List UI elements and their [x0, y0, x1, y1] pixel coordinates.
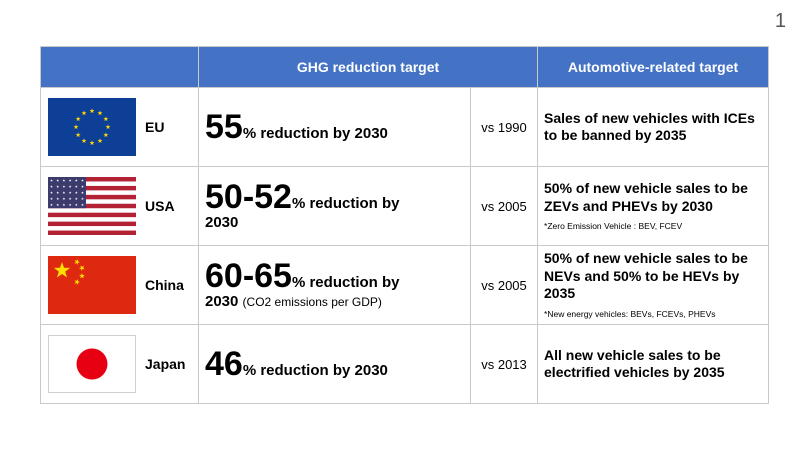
- baseline-year: vs 2005: [469, 166, 539, 246]
- automotive-target-cell: All new vehicle sales to be electrified …: [537, 324, 770, 404]
- ghg-target-text: % reduction by: [291, 273, 400, 291]
- country-name: China: [145, 277, 184, 293]
- ghg-percentage: 60-65: [205, 256, 292, 295]
- automotive-target-text: Sales of new vehicles with ICEs to be ba…: [544, 109, 755, 144]
- automotive-target-cell: 50% of new vehicle sales to be NEVs and …: [537, 245, 770, 325]
- eu-flag-icon: [48, 98, 136, 156]
- ghg-percentage: 50-52: [205, 177, 292, 216]
- country-cell: USA: [40, 166, 199, 246]
- targets-table: GHG reduction target Automotive-related …: [40, 46, 770, 404]
- automotive-target-cell: Sales of new vehicles with ICEs to be ba…: [537, 87, 770, 167]
- ghg-target-cell: 60-65% reduction by 2030 (CO2 emissions …: [198, 245, 471, 325]
- ghg-target-text: % reduction by 2030: [242, 362, 388, 379]
- header-blank: [40, 46, 199, 88]
- ghg-percentage: 55: [205, 108, 243, 146]
- table-row-japan: Japan 46% reduction by 2030 vs 2013 All …: [40, 324, 770, 404]
- ghg-target-text: % reduction by: [291, 194, 400, 212]
- ghg-target-cell: 50-52% reduction by 2030: [198, 166, 471, 246]
- ghg-target-cell: 46% reduction by 2030: [198, 324, 471, 404]
- ghg-percentage: 46: [205, 345, 243, 383]
- baseline-year: vs 1990: [469, 87, 539, 167]
- table-row-china: China 60-65% reduction by 2030 (CO2 emis…: [40, 245, 770, 325]
- ghg-target-year: 2030: [205, 292, 239, 310]
- page-number: 1: [774, 10, 786, 32]
- automotive-target-text: All new vehicle sales to be electrified …: [544, 346, 725, 381]
- header-ghg-target: GHG reduction target: [197, 46, 539, 88]
- table-row-usa: USA 50-52% reduction by 2030 vs 2005 50%…: [40, 166, 770, 246]
- japan-flag-icon: [48, 335, 136, 393]
- table-header-row: GHG reduction target Automotive-related …: [40, 46, 770, 88]
- footnote: *New energy vehicles: BEVs, FCEVs, PHEVs: [544, 308, 716, 319]
- country-name: Japan: [145, 356, 186, 372]
- baseline-year: vs 2005: [469, 245, 539, 325]
- usa-flag-icon: [48, 177, 136, 235]
- country-cell: EU: [40, 87, 199, 167]
- china-flag-icon: [48, 256, 136, 314]
- header-automotive-target: Automotive-related target: [537, 46, 770, 88]
- table-row-eu: EU 55% reduction by 2030 vs 1990 Sales o…: [40, 87, 770, 167]
- country-cell: China: [40, 245, 199, 325]
- baseline-year: vs 2013: [469, 324, 539, 404]
- footnote: *Zero Emission Vehicle : BEV, FCEV: [544, 221, 683, 232]
- country-name: EU: [145, 119, 165, 135]
- country-cell: Japan: [40, 324, 199, 404]
- ghg-target-cell: 55% reduction by 2030: [198, 87, 471, 167]
- automotive-target-text: 50% of new vehicle sales to be ZEVs and …: [544, 180, 748, 214]
- ghg-target-note: (CO2 emissions per GDP): [242, 294, 382, 309]
- automotive-target-text: 50% of new vehicle sales to be NEVs and …: [544, 250, 748, 302]
- automotive-target-cell: 50% of new vehicle sales to be ZEVs and …: [537, 166, 770, 246]
- ghg-target-text: % reduction by 2030: [242, 125, 388, 142]
- country-name: USA: [145, 198, 175, 214]
- ghg-target-year: 2030: [205, 213, 239, 231]
